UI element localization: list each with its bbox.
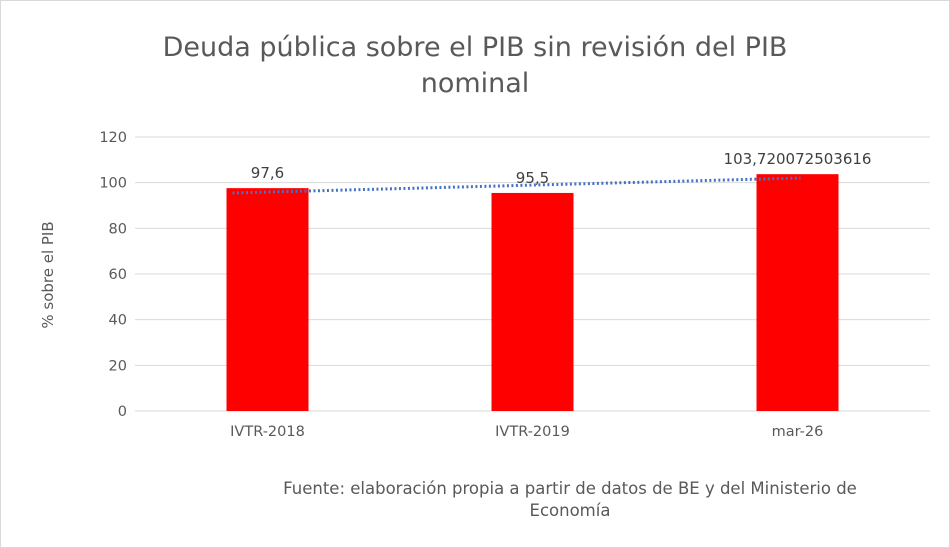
x-axis-ticks: IVTR-2018 IVTR-2019 mar-26 <box>230 424 823 440</box>
x-tick-label: mar-26 <box>772 424 824 440</box>
source-note: Fuente: elaboración propia a partir de d… <box>200 478 940 522</box>
bar-IVTR-2018 <box>226 188 309 411</box>
y-tick-label: 120 <box>99 130 127 146</box>
data-label: 103,720072503616 <box>724 150 872 168</box>
source-note-line-1: Fuente: elaboración propia a partir de d… <box>283 479 857 498</box>
y-axis-label: % sobre el PIB <box>39 221 57 328</box>
x-tick-label: IVTR-2018 <box>230 424 305 440</box>
y-tick-label: 0 <box>118 404 127 420</box>
y-tick-label: 60 <box>109 267 127 283</box>
x-tick-label: IVTR-2019 <box>495 424 570 440</box>
chart-title-line-1: Deuda pública sobre el PIB sin revisión … <box>162 32 788 63</box>
y-tick-label: 40 <box>109 313 127 329</box>
trendline-linear <box>232 176 801 195</box>
chart-title-line-2: nominal <box>420 68 530 99</box>
y-tick-label: 100 <box>99 176 127 192</box>
data-label: 95,5 <box>516 169 549 187</box>
y-tick-label: 80 <box>109 221 127 237</box>
data-label: 97,6 <box>251 164 284 182</box>
trendline <box>232 176 801 195</box>
bar-mar-26 <box>756 174 839 411</box>
bar-IVTR-2019 <box>491 192 574 411</box>
y-axis-ticks: 0 20 40 60 80 100 120 <box>99 130 127 420</box>
chart-title: Deuda pública sobre el PIB sin revisión … <box>80 30 870 102</box>
bars <box>226 174 839 411</box>
data-labels: 97,6 95,5 103,720072503616 <box>251 150 872 187</box>
y-tick-label: 20 <box>109 358 127 374</box>
source-note-line-2: Economía <box>529 501 611 520</box>
